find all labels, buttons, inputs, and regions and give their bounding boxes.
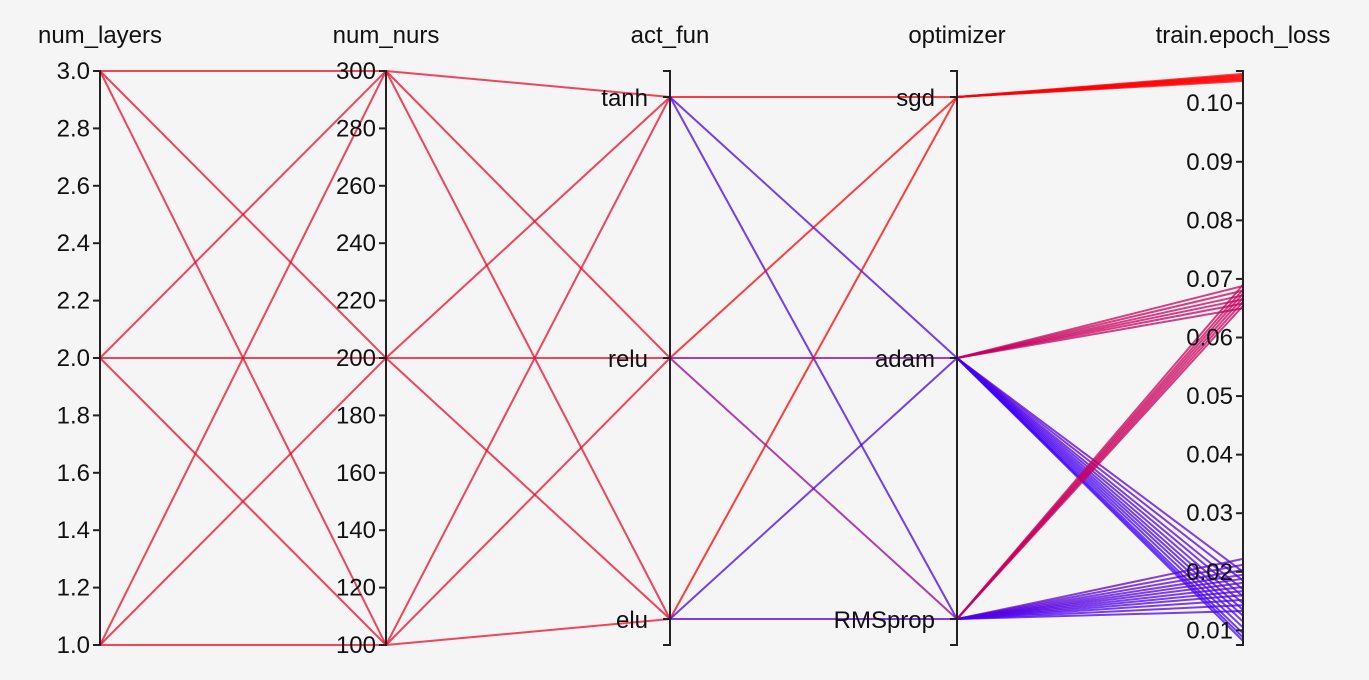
tick-label: 240 [336, 230, 376, 257]
tick-label: 0.06 [1186, 325, 1233, 352]
tick-label: 1.2 [57, 575, 90, 602]
tick-label: 1.8 [57, 402, 90, 429]
tick-label: 300 [336, 58, 376, 85]
tick-label: 0.08 [1186, 207, 1233, 234]
tick-label: 0.01 [1186, 617, 1233, 644]
axis-num_nurs: num_nurs 100 120 140 160 180 200 220 240 260 280 30… [333, 22, 440, 659]
line-segment-optimizer-loss [956, 305, 1244, 620]
tick-label: 0.07 [1186, 266, 1233, 293]
tick-label: 1.6 [57, 460, 90, 487]
line-segment-optimizer-loss [956, 357, 1244, 642]
line-segment-nurs-actfun [385, 96, 671, 646]
line-segment-nurs-actfun [385, 70, 671, 620]
line-segment-optimizer-loss [956, 307, 1244, 359]
axis-title: num_nurs [333, 22, 440, 49]
tick-label: 0.05 [1186, 383, 1233, 410]
tick-label: 160 [336, 460, 376, 487]
line-segment-optimizer-loss [956, 357, 1244, 582]
line-segment-actfun-optimizer [669, 96, 958, 359]
tick-label: 280 [336, 115, 376, 142]
tick-label: 3.0 [57, 58, 90, 85]
axis-line [1236, 70, 1244, 646]
tick-label: 0.10 [1186, 90, 1233, 117]
tick-label: 2.8 [57, 115, 90, 142]
tick-label: 0.03 [1186, 500, 1233, 527]
tick-label: 0.09 [1186, 149, 1233, 176]
axis-title: act_fun [631, 22, 710, 49]
line-segment-actfun-optimizer [669, 357, 958, 620]
line-segment-layers-nurs [99, 70, 387, 359]
tick-label: 2.6 [57, 173, 90, 200]
tick-label: 1.0 [57, 632, 90, 659]
category-label: relu [608, 346, 648, 373]
axis-title: optimizer [908, 22, 1005, 49]
lines-layer [99, 70, 1244, 646]
tick-label: 2.2 [57, 288, 90, 315]
tick-label: 220 [336, 288, 376, 315]
axis-optimizer: optimizer RMSprop adam sgd [834, 22, 1006, 646]
category-label: tanh [601, 85, 648, 112]
tick-label: 180 [336, 402, 376, 429]
category-label: adam [875, 346, 935, 373]
tick-label: 120 [336, 575, 376, 602]
tick-label: 100 [336, 632, 376, 659]
axis-title: train.epoch_loss [1156, 22, 1331, 49]
tick-label: 0.04 [1186, 442, 1233, 469]
line-segment-optimizer-loss [956, 79, 1244, 98]
tick-label: 2.0 [57, 345, 90, 372]
category-label: sgd [896, 85, 935, 112]
axis-train_epoch_loss: train.epoch_loss 0.01 0.02 0.03 0.04 0.05 0.06… [1156, 22, 1331, 646]
tick-label: 2.4 [57, 230, 90, 257]
tick-label: 140 [336, 517, 376, 544]
tick-label: 200 [336, 345, 376, 372]
line-segment-nurs-actfun [385, 70, 671, 98]
line-segment-nurs-actfun [385, 70, 671, 359]
line-segment-optimizer-loss [956, 357, 1244, 573]
line-segment-nurs-actfun [385, 96, 671, 359]
line-segment-optimizer-loss [956, 610, 1244, 620]
line-segment-layers-nurs [99, 70, 387, 646]
line-segment-layers-nurs [99, 357, 387, 646]
line-segment-nurs-actfun [385, 357, 671, 646]
tick-label: 1.4 [57, 517, 90, 544]
category-label: RMSprop [834, 607, 935, 634]
line-segment-nurs-actfun [385, 357, 671, 620]
line-segment-actfun-optimizer [669, 96, 958, 620]
tick-label: 0.02 [1186, 559, 1233, 586]
line-segment-nurs-actfun [385, 618, 671, 646]
axis-title: num_layers [38, 22, 162, 49]
category-label: elu [616, 607, 648, 634]
axis-num_layers: num_layers 1.0 1.2 1.4 1.6 1.8 2.0 2.2 2.4 2.6 2.8… [38, 22, 162, 659]
tick-label: 260 [336, 173, 376, 200]
axes-layer: num_layers 1.0 1.2 1.4 1.6 1.8 2.0 2.2 2.4 2.6 2.8… [38, 22, 1330, 659]
